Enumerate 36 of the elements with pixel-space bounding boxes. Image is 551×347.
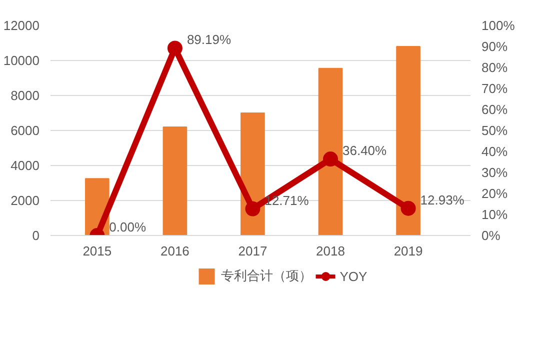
bar	[162, 126, 188, 236]
data-label: 12.93%	[420, 192, 465, 208]
y-tick-label: 4000	[10, 158, 40, 173]
y2-tick-label: 50%	[482, 123, 508, 138]
data-label: 0.00%	[109, 220, 146, 234]
y2-tick-label: 0%	[482, 228, 501, 243]
x-tick-label: 2016	[160, 244, 190, 258]
y-tick-label: 12000	[3, 18, 40, 33]
y2-tick-label: 20%	[482, 186, 508, 201]
y2-tick-label: 90%	[482, 39, 508, 54]
x-tick-label: 2017	[238, 244, 268, 258]
x-tick-label: 2019	[394, 244, 423, 258]
y-tick-label: 0	[32, 228, 40, 243]
x-tick-label: 2018	[316, 244, 345, 258]
y2-tick-label: 100%	[482, 18, 516, 33]
y-tick-label: 2000	[10, 193, 40, 208]
bar	[396, 46, 420, 236]
legend-label: YOY	[340, 268, 368, 284]
data-label: 36.40%	[342, 143, 388, 158]
y2-tick-label: 70%	[482, 81, 508, 96]
y-tick-label: 8000	[10, 88, 40, 103]
y2-tick-label: 60%	[482, 102, 508, 117]
y2-tick-label: 40%	[482, 144, 508, 159]
point	[400, 200, 416, 216]
y2-tick-label: 80%	[482, 60, 508, 75]
y2-tick-label: 10%	[482, 207, 508, 222]
point	[245, 201, 260, 216]
y-tick-label: 10000	[3, 53, 40, 68]
point	[167, 40, 182, 56]
x-tick-label: 2015	[82, 244, 112, 258]
y-tick-label: 6000	[10, 123, 40, 138]
y2-tick-label: 30%	[482, 165, 508, 180]
data-label: 89.19%	[186, 32, 232, 48]
legend-label: 专利合计（项）	[220, 267, 312, 285]
point	[323, 152, 338, 167]
bar	[318, 68, 343, 236]
